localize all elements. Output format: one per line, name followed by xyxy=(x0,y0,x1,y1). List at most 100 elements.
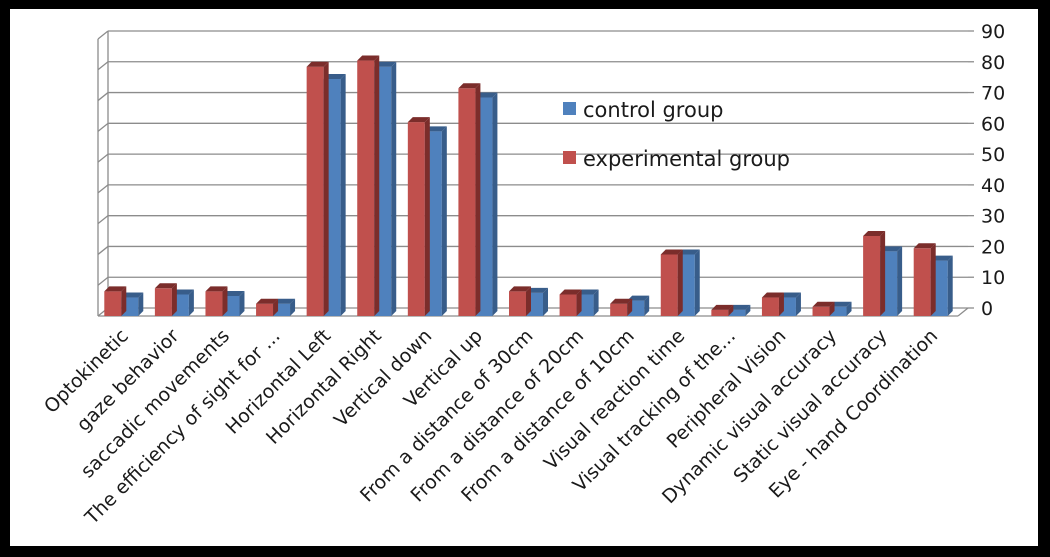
bar-control-front xyxy=(829,306,847,316)
bar-experimental-top xyxy=(357,55,380,61)
bar-experimental-top xyxy=(256,298,279,304)
bar-control-top xyxy=(171,289,194,295)
bar-experimental-side xyxy=(526,286,531,316)
bar-experimental-front xyxy=(660,254,678,316)
bar-experimental-front xyxy=(104,291,122,316)
legend: control group experimental group xyxy=(563,98,790,171)
bar-experimental-side xyxy=(323,61,329,317)
y-tick-label: 50 xyxy=(981,144,1005,166)
bar-experimental-front xyxy=(154,288,172,316)
y-tick-label: 80 xyxy=(981,52,1005,74)
bar-control-side xyxy=(391,61,397,317)
bar-control-top xyxy=(677,249,700,255)
bar-control-side xyxy=(138,292,144,316)
y-tick-label: 60 xyxy=(981,113,1005,135)
gridline-side xyxy=(97,122,109,132)
bar-experimental-top xyxy=(458,83,481,89)
bar-experimental-front xyxy=(761,297,779,316)
bar-experimental-top xyxy=(812,301,835,307)
y-tick-label: 90 xyxy=(981,21,1005,43)
bar-control-top xyxy=(526,287,548,293)
bar-control-side xyxy=(492,92,498,316)
bar-control-side xyxy=(340,74,346,316)
bar-control-side xyxy=(290,298,296,316)
bar-control-side xyxy=(543,287,548,316)
bar-experimental-front xyxy=(913,248,931,316)
bar-experimental-top xyxy=(205,286,228,292)
bar-control-top xyxy=(475,92,498,98)
y-tick-label: 20 xyxy=(981,236,1005,258)
bar-experimental-top xyxy=(610,298,633,304)
gridline-side xyxy=(97,245,109,255)
bar-control-side xyxy=(239,290,245,316)
bar-experimental-front xyxy=(458,88,476,316)
legend-swatch-control xyxy=(563,102,576,115)
bar-experimental-front xyxy=(407,122,425,316)
bar-control-side xyxy=(897,246,903,316)
bar-experimental-top xyxy=(559,289,582,295)
bar-control-top xyxy=(323,74,346,80)
bar-experimental-front xyxy=(711,309,729,316)
legend-label-experimental: experimental group xyxy=(583,147,790,171)
bar-experimental-side xyxy=(273,298,279,316)
bar-control-side xyxy=(846,301,852,316)
floor-right-edge xyxy=(957,307,969,317)
bar-experimental-side xyxy=(677,249,683,316)
legend-swatch-experimental xyxy=(563,151,576,164)
bar-control-side xyxy=(593,289,599,316)
bar-control-front xyxy=(728,309,746,316)
gridline-side xyxy=(97,215,109,225)
bar-experimental-front xyxy=(357,60,375,316)
bar-experimental-side xyxy=(121,286,127,316)
bar-experimental-side xyxy=(778,292,784,316)
bar-experimental-top xyxy=(306,61,329,67)
bar-control-top xyxy=(930,255,953,261)
bar-experimental-side xyxy=(576,289,582,316)
y-tick-label: 0 xyxy=(981,298,993,320)
bar-control-top xyxy=(121,292,144,298)
bar-experimental-top xyxy=(660,249,683,255)
bar-experimental-front xyxy=(306,66,324,316)
bar-experimental-top xyxy=(913,243,936,249)
gridline-side xyxy=(97,153,109,163)
chart-frame: 0 10 20 30 40 50 60 70 80 90 Optokinetic gaze beha… xyxy=(10,9,1038,546)
bar-control-top xyxy=(424,126,447,132)
bar-control-side xyxy=(694,249,700,316)
y-tick-label: 30 xyxy=(981,206,1005,228)
y-tick-label: 40 xyxy=(981,175,1005,197)
bar-experimental-top xyxy=(407,117,430,123)
gridline-side xyxy=(97,61,109,71)
bar-experimental-side xyxy=(374,55,380,317)
bar-experimental-side xyxy=(930,243,936,316)
bar-experimental-front xyxy=(256,303,274,316)
bar-control-side xyxy=(644,295,650,316)
bar-control-side xyxy=(441,126,447,316)
y-axis-ticks: 0 10 20 30 40 50 60 70 80 90 xyxy=(981,21,1005,320)
y-tick-label: 70 xyxy=(981,83,1005,105)
bar-experimental-front xyxy=(610,303,628,316)
bar-experimental-top xyxy=(863,230,886,236)
bar-experimental-front xyxy=(812,306,830,316)
bar-control-top xyxy=(778,292,801,298)
bar-experimental-top xyxy=(509,286,531,292)
bar-control-top xyxy=(576,289,599,295)
bar-control-top xyxy=(222,290,245,296)
bar-experimental-side xyxy=(880,230,886,316)
gridline-side xyxy=(97,276,109,286)
bar-experimental-top xyxy=(104,286,127,292)
bar-experimental-side xyxy=(728,304,734,316)
bar-control-top xyxy=(627,295,650,301)
gridline-side xyxy=(97,30,109,40)
bars xyxy=(104,55,953,317)
bar-control-side xyxy=(795,292,801,316)
bar-experimental-side xyxy=(627,298,633,316)
bar-control-top xyxy=(880,246,903,252)
gridline-side xyxy=(97,184,109,194)
bar-experimental-top xyxy=(761,292,784,298)
gridline-side xyxy=(97,92,109,102)
gridlines xyxy=(97,30,974,317)
bar-experimental-side xyxy=(222,286,228,316)
bar-experimental-front xyxy=(509,291,526,316)
